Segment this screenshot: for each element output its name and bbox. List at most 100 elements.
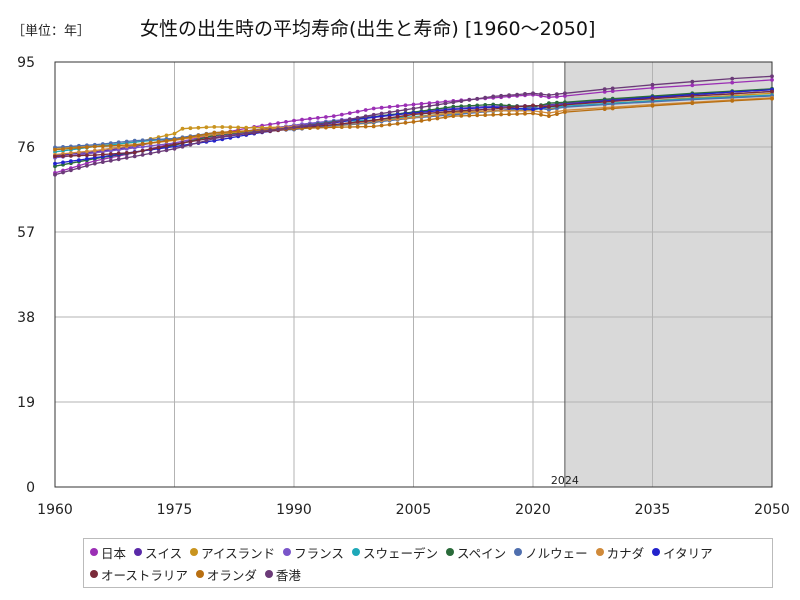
data-point: [132, 150, 137, 155]
y-tick-label: 0: [26, 480, 35, 496]
data-point: [140, 145, 145, 149]
data-point: [451, 114, 456, 118]
data-point: [228, 129, 233, 134]
data-point: [116, 157, 121, 162]
data-point: [650, 82, 655, 87]
forecast-region: [564, 62, 772, 487]
data-point: [220, 125, 225, 129]
data-point: [427, 111, 432, 115]
data-point: [602, 100, 607, 104]
x-tick-label: 2020: [515, 502, 551, 518]
data-point: [180, 141, 185, 145]
legend-item: カナダ: [595, 542, 644, 562]
data-point: [419, 118, 424, 123]
data-point: [220, 130, 225, 135]
data-point: [563, 91, 567, 96]
data-point: [172, 131, 177, 136]
data-point: [515, 104, 519, 109]
data-point: [411, 112, 416, 117]
data-point: [531, 111, 535, 116]
data-point: [77, 145, 81, 150]
data-point: [379, 105, 384, 110]
data-point: [124, 155, 129, 160]
data-point: [347, 117, 352, 122]
data-point: [148, 140, 153, 145]
data-point: [770, 96, 774, 101]
data-point: [140, 141, 145, 146]
data-point: [459, 104, 464, 109]
y-tick-label: 38: [17, 310, 35, 326]
data-point: [212, 125, 217, 129]
data-point: [499, 93, 503, 98]
data-point: [324, 125, 328, 130]
legend-label: 日本: [101, 545, 127, 561]
data-point: [443, 115, 448, 120]
data-point: [475, 108, 480, 112]
data-point: [499, 106, 503, 111]
data-point: [140, 153, 145, 157]
data-point: [172, 137, 177, 142]
data-point: [85, 157, 89, 161]
data-point: [69, 151, 73, 155]
data-point: [730, 80, 735, 85]
data-point: [395, 104, 400, 108]
data-point: [403, 103, 408, 108]
chart-title: 女性の出生時の平均寿命(出生と寿命) [1960～2050]: [140, 18, 596, 40]
data-point: [387, 105, 392, 109]
data-point: [164, 148, 169, 153]
data-point: [132, 138, 137, 143]
data-point: [100, 144, 105, 149]
data-point: [371, 112, 376, 117]
data-point: [483, 103, 488, 107]
data-point: [148, 151, 153, 156]
data-point: [331, 120, 336, 125]
data-point: [435, 110, 440, 115]
data-point: [132, 154, 137, 159]
data-point: [371, 118, 376, 123]
data-point: [475, 103, 480, 108]
data-point: [355, 124, 360, 129]
data-point: [483, 107, 488, 112]
data-point: [379, 111, 384, 116]
data-point: [387, 115, 392, 120]
data-point: [196, 125, 201, 130]
data-point: [204, 125, 209, 130]
data-point: [427, 117, 432, 122]
data-point: [491, 107, 496, 111]
y-tick-label: 95: [17, 55, 35, 71]
data-point: [180, 144, 185, 149]
data-point: [77, 153, 81, 158]
legend-marker: [190, 548, 199, 556]
data-point: [435, 116, 440, 121]
data-point: [53, 164, 57, 169]
data-point: [507, 108, 511, 113]
data-point: [244, 131, 249, 136]
data-point: [268, 122, 272, 127]
data-point: [610, 102, 615, 106]
data-point: [491, 112, 496, 117]
data-point: [61, 154, 65, 159]
data-point: [331, 125, 336, 130]
data-point: [690, 97, 695, 102]
data-point: [188, 126, 193, 131]
legend-marker: [134, 548, 143, 556]
data-point: [411, 120, 416, 124]
data-point: [690, 94, 695, 98]
legend-marker: [90, 570, 98, 578]
data-point: [395, 109, 400, 113]
data-point: [411, 106, 416, 111]
data-point: [602, 87, 607, 92]
data-point: [116, 140, 121, 145]
data-point: [108, 143, 113, 148]
data-point: [499, 103, 503, 107]
legend-marker: [445, 548, 454, 556]
data-point: [69, 159, 73, 164]
data-point: [467, 113, 472, 118]
data-point: [515, 112, 519, 116]
legend-marker: [264, 570, 273, 578]
data-point: [690, 83, 695, 88]
data-point: [555, 92, 559, 97]
data-point: [523, 107, 527, 111]
unit-label: ［単位：年］: [12, 24, 91, 39]
data-point: [395, 121, 400, 126]
